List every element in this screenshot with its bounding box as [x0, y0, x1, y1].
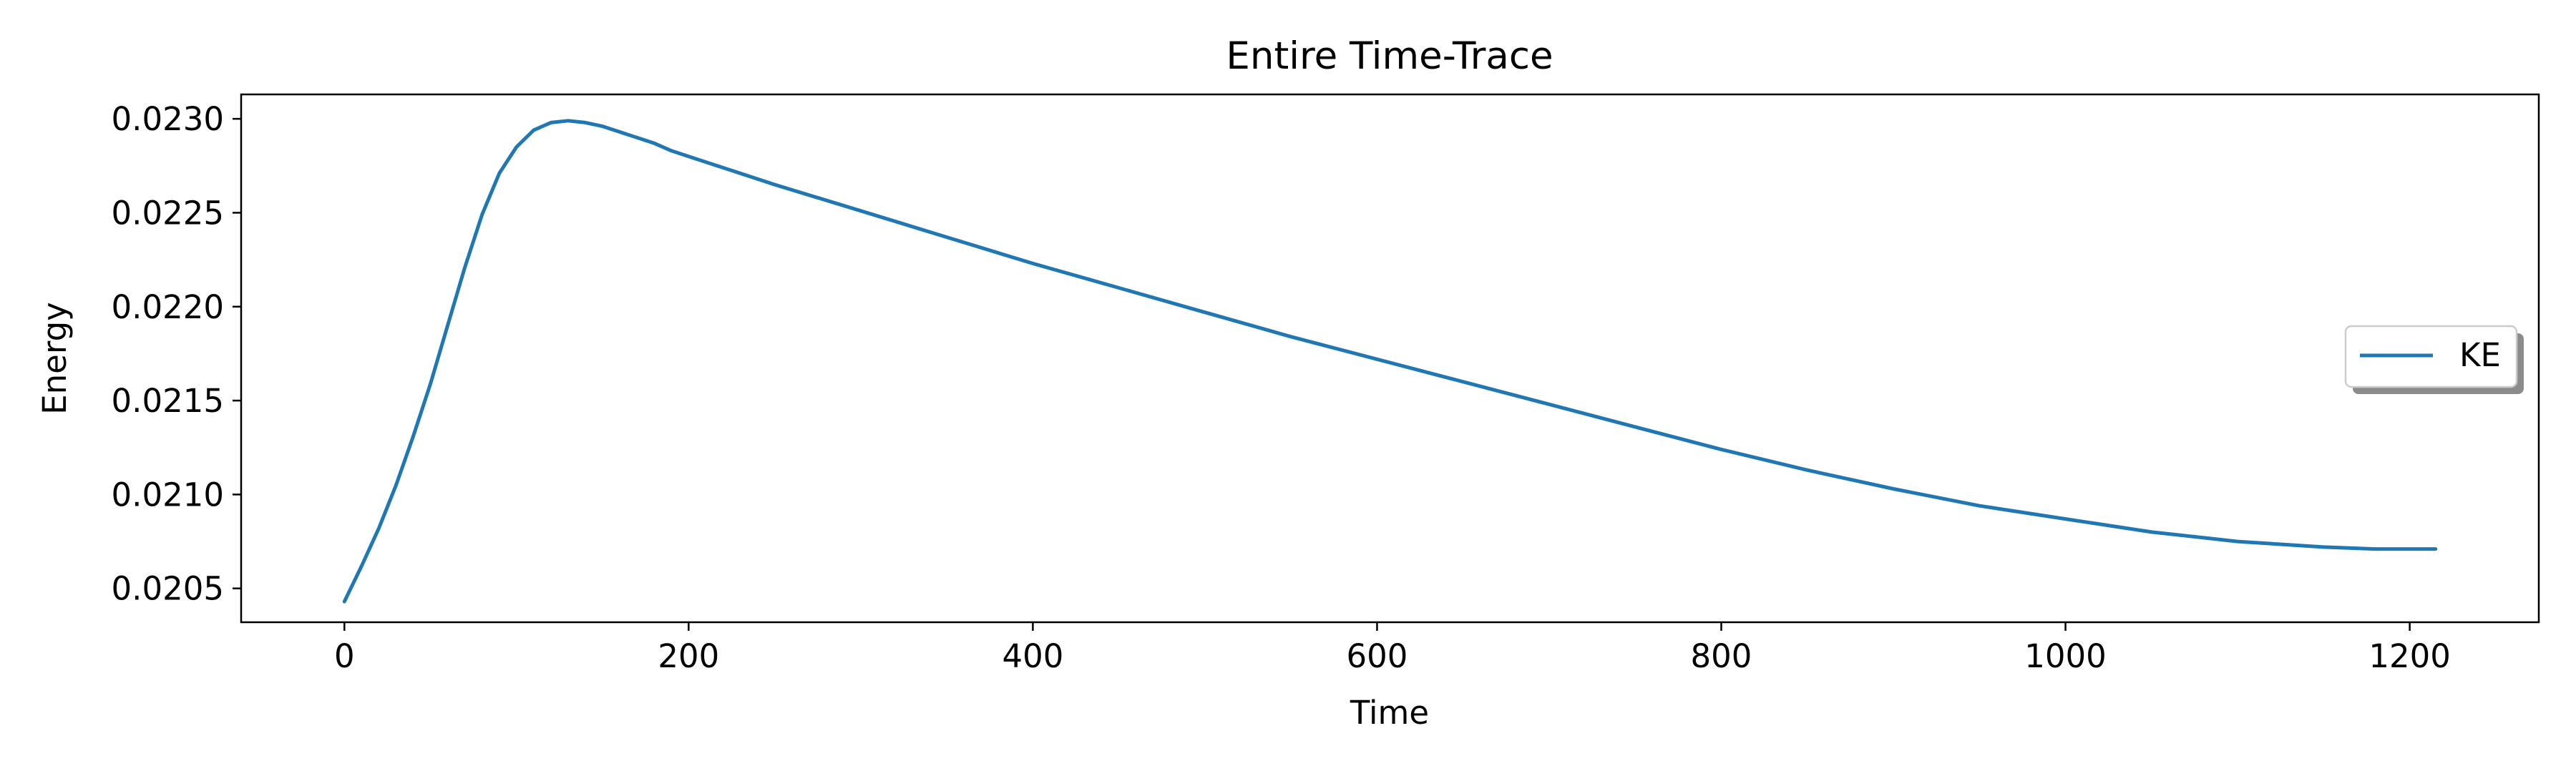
x-tick-label: 1200 [2368, 637, 2451, 675]
x-tick-label: 600 [1347, 637, 1408, 675]
y-tick-label: 0.0220 [112, 288, 224, 326]
chart-title: Entire Time-Trace [1226, 34, 1553, 78]
plot-frame [240, 93, 2540, 624]
x-axis-ticks: 0 200 400 600 800 1000 1200 [334, 622, 2451, 675]
x-tick-label: 200 [658, 637, 719, 675]
y-tick-label: 0.0210 [112, 476, 224, 514]
y-tick-label: 0.0215 [112, 382, 224, 420]
series-layer [342, 119, 2438, 604]
y-axis-ticks: 0.0205 0.0210 0.0215 0.0220 0.0225 0.0230 [112, 100, 241, 608]
y-tick-label: 0.0225 [112, 194, 224, 232]
x-axis-label: Time [1350, 694, 1429, 732]
y-tick-label: 0.0205 [112, 570, 224, 608]
x-tick-label: 800 [1691, 637, 1752, 675]
x-tick-label: 0 [334, 637, 355, 675]
y-tick-label: 0.0230 [112, 100, 224, 138]
y-axis-label: Energy [36, 302, 74, 415]
legend-label-ke: KE [2459, 336, 2501, 374]
series-line-ke [342, 119, 2438, 604]
x-tick-label: 1000 [2024, 637, 2107, 675]
plot-area [241, 94, 2539, 622]
x-tick-label: 400 [1002, 637, 1063, 675]
legend: KE [2344, 325, 2524, 394]
